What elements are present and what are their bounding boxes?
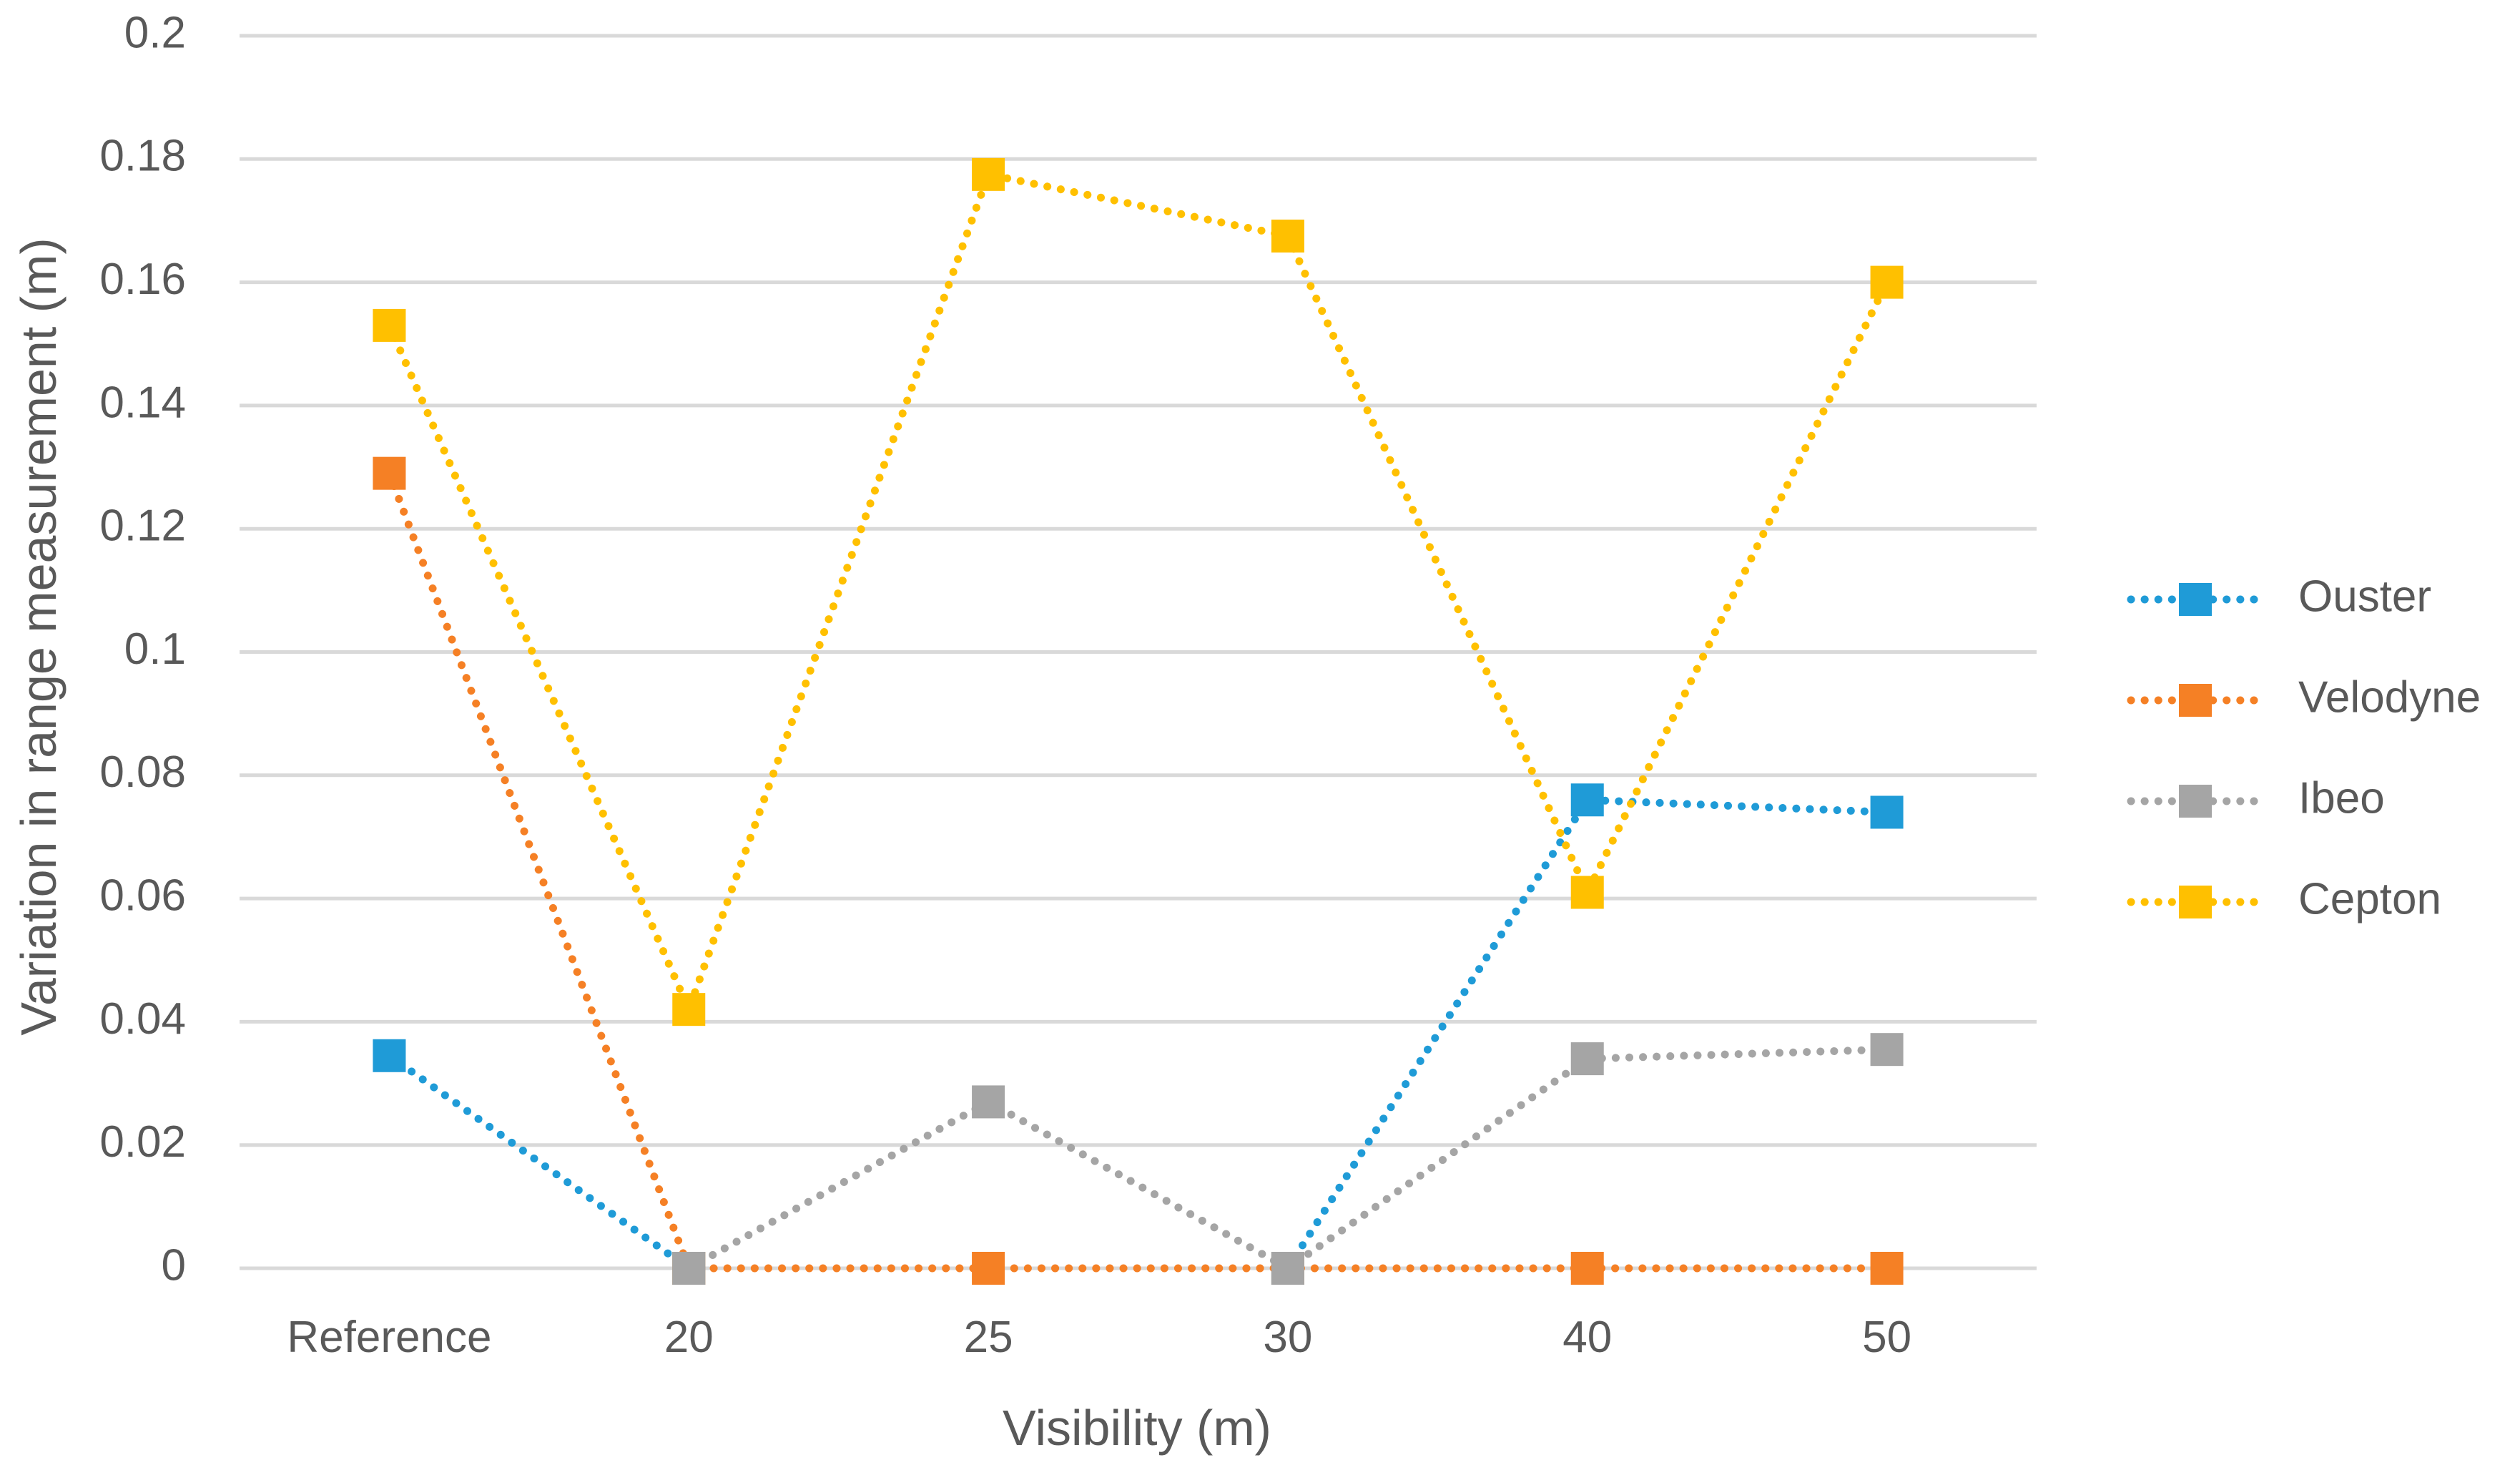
point-velodyne-0 (373, 456, 406, 490)
point-ibeo-1 (672, 1252, 706, 1285)
point-ouster-0 (373, 1039, 406, 1072)
x-tick-label-3: 30 (1263, 1313, 1312, 1362)
point-velodyne-5 (1870, 1252, 1904, 1285)
point-cepton-1 (672, 993, 706, 1026)
legend-label-ouster: Ouster (2298, 572, 2431, 621)
legend-marker-ibeo (2179, 785, 2212, 818)
y-tick-label-0: 0 (162, 1240, 186, 1290)
x-tick-label-1: 20 (664, 1313, 714, 1362)
y-tick-label-7: 0.14 (99, 378, 186, 427)
legend-label-ibeo: Ibeo (2298, 773, 2385, 823)
y-tick-label-6: 0.12 (99, 501, 186, 551)
series-velodyne (373, 456, 1904, 1285)
series-line-ouster (385, 795, 1891, 1273)
legend-marker-velodyne (2179, 684, 2212, 717)
point-ibeo-4 (1570, 1042, 1604, 1076)
x-axis-ticks: Reference 20 25 30 40 50 (287, 1313, 1911, 1362)
legend-item-ouster: Ouster (2127, 572, 2431, 621)
y-axis-title: Variation in range measurement (m) (11, 237, 67, 1035)
legend-marker-ouster (2179, 583, 2212, 616)
point-ibeo-2 (972, 1085, 1005, 1119)
x-tick-label-0: Reference (287, 1313, 491, 1362)
x-axis-title: Visibility (m) (1003, 1400, 1271, 1456)
legend-label-cepton: Cepton (2298, 874, 2441, 923)
point-ouster-4 (1570, 783, 1604, 817)
y-tick-label-10: 0.2 (124, 8, 186, 57)
y-tick-label-5: 0.1 (124, 624, 186, 674)
point-cepton-0 (373, 308, 406, 342)
point-cepton-3 (1271, 219, 1304, 253)
legend-item-cepton: Cepton (2127, 874, 2441, 923)
y-axis-ticks: 0 0.02 0.04 0.06 0.08 0.1 0.12 0.14 0.16 0.18 0.2 (99, 8, 186, 1290)
legend-label-velodyne: Velodyne (2298, 672, 2481, 722)
series-line-velodyne (385, 469, 1891, 1273)
legend-marker-cepton (2179, 886, 2212, 918)
series-layer (373, 157, 1904, 1285)
point-cepton-5 (1870, 265, 1904, 299)
point-ouster-5 (1870, 795, 1904, 829)
legend: Ouster Velodyne Ibeo Cepton (2127, 572, 2481, 923)
series-line-cepton (385, 170, 1891, 1021)
x-tick-label-5: 50 (1862, 1313, 1911, 1362)
legend-item-velodyne: Velodyne (2127, 672, 2481, 722)
y-tick-label-3: 0.06 (99, 871, 186, 920)
y-tick-label-2: 0.04 (99, 994, 186, 1044)
series-ibeo (672, 1033, 1904, 1285)
series-cepton (373, 157, 1904, 1026)
point-cepton-2 (972, 157, 1005, 191)
point-velodyne-4 (1570, 1252, 1604, 1285)
gridlines (240, 34, 2037, 1270)
y-tick-label-8: 0.16 (99, 255, 186, 304)
x-tick-label-4: 40 (1562, 1313, 1612, 1362)
point-ibeo-5 (1870, 1033, 1904, 1067)
y-tick-label-4: 0.08 (99, 748, 186, 797)
x-tick-label-2: 25 (964, 1313, 1013, 1362)
point-ibeo-3 (1271, 1252, 1304, 1285)
legend-item-ibeo: Ibeo (2127, 773, 2385, 823)
point-velodyne-2 (972, 1252, 1005, 1285)
point-cepton-4 (1570, 876, 1604, 909)
y-tick-label-1: 0.02 (99, 1117, 186, 1167)
series-line-ibeo (684, 1045, 1891, 1273)
y-tick-label-9: 0.18 (99, 132, 186, 181)
